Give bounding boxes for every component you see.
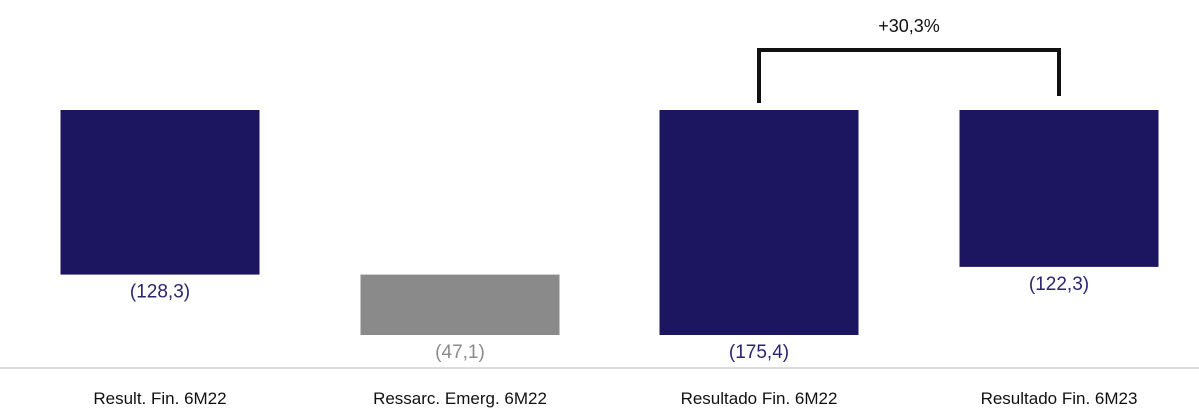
bar-4 [959,110,1159,267]
category-label-4: Resultado Fin. 6M23 [981,389,1138,408]
value-labels-group: (128,3) (47,1) (175,4) (122,3) [130,274,1089,363]
value-label-3: (175,4) [729,342,789,363]
bar-1 [60,110,260,275]
annotation-label: +30,3% [878,16,940,36]
category-labels-group: Result. Fin. 6M22 Ressarc. Emerg. 6M22 Res… [93,389,1137,408]
value-label-2: (47,1) [435,342,485,363]
category-label-2: Ressarc. Emerg. 6M22 [373,389,547,408]
value-label-4: (122,3) [1029,274,1089,295]
category-label-1: Result. Fin. 6M22 [93,389,226,408]
bars-group [60,110,1159,335]
annotation-bracket [757,48,1061,103]
category-label-3: Resultado Fin. 6M22 [681,389,838,408]
value-label-1: (128,3) [130,282,190,303]
bar-3 [659,110,859,335]
growth-annotation: +30,3% [757,16,1061,103]
bar-2 [360,274,560,335]
